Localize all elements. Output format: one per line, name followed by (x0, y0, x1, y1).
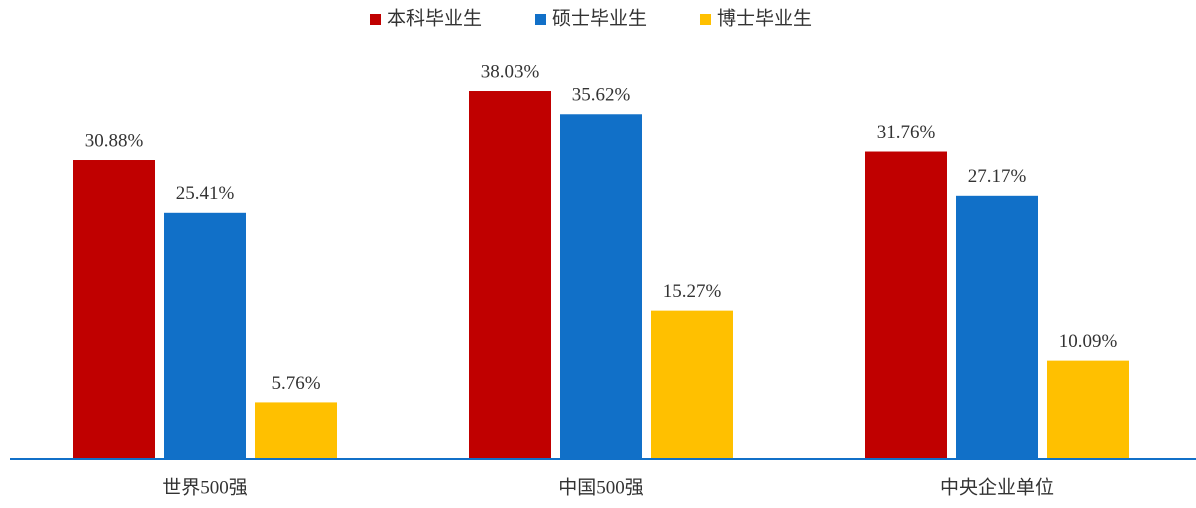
data-label: 27.17% (968, 166, 1027, 187)
x-tick-label: 中央企业单位 (940, 476, 1054, 498)
bar (164, 212, 246, 458)
data-label: 30.88% (85, 130, 144, 151)
bar (956, 195, 1038, 458)
x-tick-label: 中国500强 (558, 476, 644, 498)
bar (469, 91, 551, 458)
legend-label: 硕士毕业生 (552, 7, 647, 29)
bar (255, 402, 337, 458)
bar (1047, 360, 1129, 458)
bar (560, 114, 642, 458)
data-label: 10.09% (1059, 331, 1118, 352)
bar (73, 160, 155, 458)
legend-swatch (700, 14, 711, 25)
legend-swatch (535, 14, 546, 25)
x-tick-label: 世界500强 (162, 476, 248, 498)
legend-label: 博士毕业生 (717, 7, 812, 29)
legend-label: 本科毕业生 (387, 7, 482, 29)
bar (865, 151, 947, 459)
data-label: 5.76% (271, 373, 320, 394)
data-label: 38.03% (481, 61, 540, 82)
legend-swatch (370, 14, 381, 25)
data-label: 31.76% (877, 122, 936, 143)
data-label: 35.62% (572, 85, 631, 106)
data-label: 25.41% (176, 183, 235, 204)
bar (651, 310, 733, 458)
data-label: 15.27% (663, 281, 722, 302)
